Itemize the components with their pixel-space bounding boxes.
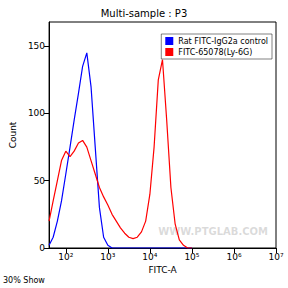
svg-text:30% Show: 30% Show xyxy=(3,276,45,285)
svg-text:10⁵: 10⁵ xyxy=(184,252,199,262)
svg-text:50: 50 xyxy=(34,176,46,186)
svg-text:Count: Count xyxy=(8,121,18,148)
svg-text:FITC-A: FITC-A xyxy=(148,265,177,275)
svg-text:10³: 10³ xyxy=(100,252,115,262)
svg-text:10⁴: 10⁴ xyxy=(142,252,157,262)
svg-text:WWW.PTGLAB.COM: WWW.PTGLAB.COM xyxy=(158,226,268,237)
svg-text:FITC-65078(Ly-6G): FITC-65078(Ly-6G) xyxy=(178,48,252,57)
svg-text:10⁷: 10⁷ xyxy=(268,252,283,262)
svg-text:0: 0 xyxy=(39,243,45,253)
svg-text:Multi-sample : P3: Multi-sample : P3 xyxy=(101,8,188,19)
svg-text:10²: 10² xyxy=(58,252,73,262)
svg-text:150: 150 xyxy=(28,41,45,51)
svg-text:Rat FITC-IgG2a control: Rat FITC-IgG2a control xyxy=(178,37,268,46)
svg-text:100: 100 xyxy=(28,108,45,118)
svg-text:10⁶: 10⁶ xyxy=(226,252,241,262)
